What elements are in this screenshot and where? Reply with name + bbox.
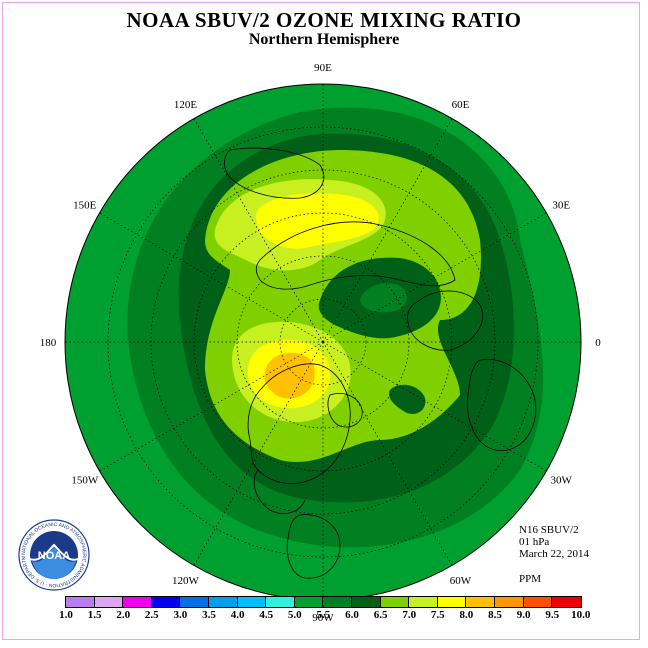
coastlines [224,147,537,579]
colorbar-segment [94,597,124,607]
coast-greenland [327,393,363,428]
colorbar-segment [409,597,438,607]
colorbar-tick-label: 8.0 [459,609,474,621]
longitude-labels: 90E 60E 30E 0 30W 60W 90W 120W 150W 180 150E 120E [40,62,602,624]
colorbar-tick-label: 4.5 [259,609,274,621]
logo-bird-wing [29,543,79,561]
colorbar-tick-label: 7.5 [430,609,445,621]
longitude-label: 0 [595,337,601,349]
instrument-label: N16 SBUV/2 [519,524,579,536]
meridian-lines [65,84,581,600]
longitude-label: 120E [174,99,198,111]
colorbar-segment [208,597,238,607]
logo-bird-water [32,547,76,579]
coast-europe [407,290,483,351]
colorbar-tick-label: 10.0 [571,609,591,621]
units-label: PPM [519,573,542,585]
latitude-circle [236,255,410,429]
colorbar-ticks: 1.0 1.5 2.0 2.5 3.0 3.5 4.0 4.5 5.0 5.5 6.0 6.5 7.0 7… [52,609,612,623]
meridian-line [322,341,547,472]
meridian-line [193,118,324,343]
coast-africa [467,358,537,452]
meridian-line [322,212,547,343]
longitude-label: 30E [552,200,570,212]
colorbar-segment [437,597,467,607]
colorbar-segment [151,597,181,607]
colorbar-segment [66,597,95,607]
colorbar-tick-label: 6.5 [373,609,388,621]
colorbar-tick-label: 1.5 [87,609,102,621]
longitude-label: 90E [314,62,332,74]
colorbar-tick-label: 2.5 [144,609,159,621]
colorbar-tick-label: 6.0 [345,609,359,621]
colorbar-segment [180,597,209,607]
longitude-label: 180 [40,337,57,349]
longitude-label: 150W [71,475,99,487]
colorbar-segment [123,597,152,607]
colorbar-tick-label: 3.0 [173,609,188,621]
colorbar-tick-label: 3.5 [202,609,216,621]
meridian-line [322,118,453,343]
colorbar-segment [380,597,410,607]
colorbar-segment [237,597,267,607]
figure-border [2,2,640,640]
longitude-label: 60W [450,575,472,587]
colorbar-tick-label: 5.5 [316,609,331,621]
colorbar-tick-label: 5.0 [287,609,302,621]
pressure-level-label: 01 hPa [519,536,550,548]
colorbar-tick-label: 9.5 [545,609,560,621]
latitude-circle [107,126,539,558]
meridian-line [322,341,453,566]
figure-subtitle: Northern Hemisphere [248,31,400,48]
colorbar-tick-label: 7.0 [402,609,417,621]
meridian-line [99,341,324,472]
colorbar-segment [294,597,324,607]
colorbar [65,596,582,608]
longitude-label: 60E [452,99,470,111]
colorbar-segment [323,597,352,607]
colorbar-tick-label: 9.0 [516,609,531,621]
colorbar-tick-label: 8.5 [488,609,502,621]
colorbar-segment [523,597,553,607]
longitude-label: 90W [312,612,334,624]
longitude-label: 30W [551,475,573,487]
contour-band-7-5 [256,193,379,249]
info-block: N16 SBUV/2 01 hPa March 22, 2014 PPM [519,524,589,585]
coast-south-america [286,514,341,579]
coast-north-america [247,363,351,514]
noaa-logo: NATIONAL OCEANIC AND ATMOSPHERIC ADMINIS… [18,519,90,591]
colorbar-segment [266,597,295,607]
colorbar-segment [494,597,524,607]
contour-notch [389,384,426,415]
colorbar-segment [466,597,495,607]
meridian-line [193,341,324,566]
colorbar-segment [351,597,381,607]
longitude-label: 120W [172,575,200,587]
longitude-label: 150E [73,200,97,212]
date-label: March 22, 2014 [519,548,589,560]
logo-text: NOAA [38,550,70,562]
colorbar-tick-label: 4.0 [230,609,245,621]
meridian-line [99,212,324,343]
figure-title: NOAA SBUV/2 OZONE MIXING RATIO [126,8,522,32]
contour-trough-inner [360,283,407,313]
latitude-circle [279,298,367,386]
colorbar-segment [552,597,581,607]
colorbar-tick-label: 1.0 [59,609,73,621]
coast-asia-east [224,147,325,199]
colorbar-tick-label: 2.0 [116,609,131,621]
